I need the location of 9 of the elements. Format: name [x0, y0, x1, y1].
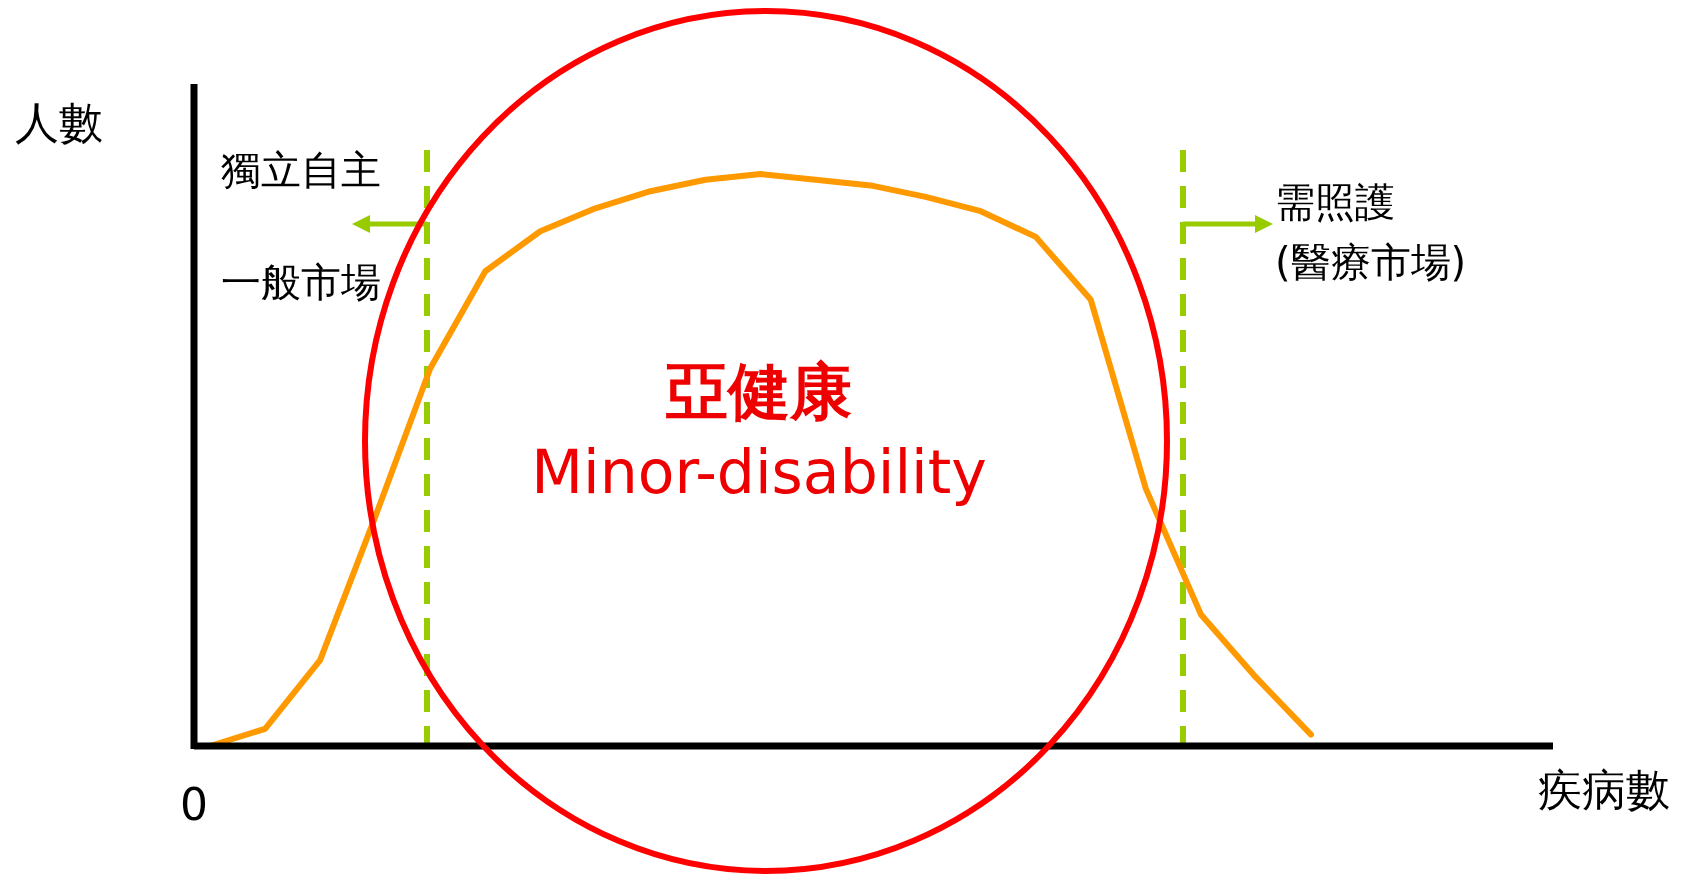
annotation: 獨立自主: [221, 147, 381, 193]
annotation: Minor-disability: [531, 437, 987, 507]
annotation: 需照護: [1275, 179, 1395, 225]
annotation: 一般市場: [221, 259, 381, 305]
text: 0: [180, 779, 208, 830]
x-axis-title: 疾病數: [1538, 764, 1670, 815]
annotation: 亞健康: [665, 355, 852, 428]
y-axis-title: 人數: [15, 97, 103, 148]
annotation: (醫療市場): [1275, 239, 1467, 285]
